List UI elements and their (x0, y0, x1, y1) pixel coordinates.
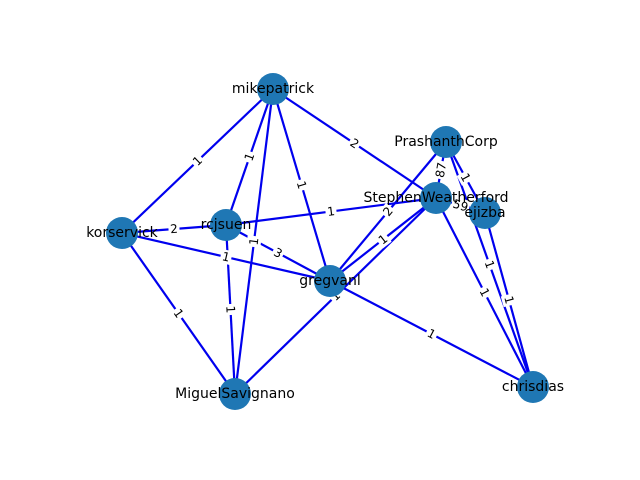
edge-label-background (269, 244, 287, 262)
edge-weight-text: 1 (482, 259, 498, 271)
edge-label-korservick-gregvanl: 1 (219, 248, 233, 266)
edge-weight-text: 1 (501, 294, 517, 305)
edge-label-rcjsuen-StephenWeatherford: 1 (324, 203, 338, 220)
edge-label-background (167, 221, 181, 237)
edge-label-gregvanl-PrashanthCorp: 2 (379, 202, 397, 221)
node-MiguelSavignano (219, 378, 251, 410)
edge-label-StephenWeatherford-ejizba: 59 (449, 196, 472, 215)
edge-label-background (246, 235, 262, 248)
edge-weight-text: 1 (223, 305, 237, 313)
edge-label-gregvanl-StephenWeatherford: 1 (374, 230, 392, 249)
edge-label-mikepatrick-gregvanl: 1 (293, 177, 310, 193)
edge-label-background (241, 149, 258, 165)
node-label-rcjsuen: rcjsuen (201, 217, 252, 233)
edge-weight-text: 2 (170, 222, 179, 237)
edge-label-background (449, 196, 472, 215)
edge-label-mikepatrick-korservick: 1 (188, 152, 207, 170)
edge-weight-text: 1 (326, 204, 335, 219)
node-label-korservick: korservick (86, 225, 158, 241)
node-gregvanl (314, 265, 346, 297)
edge-label-gregvanl-chrisdias: 1 (423, 325, 440, 343)
edge-weight-text: 59 (451, 197, 470, 215)
edge-label-background (223, 303, 238, 316)
edge-label-PrashanthCorp-ejizba: 1 (456, 169, 475, 186)
edge-label-background (188, 152, 207, 170)
node-rcjsuen (210, 209, 242, 241)
edge-label-background (456, 169, 475, 186)
edge-weight-text: 1 (221, 249, 232, 264)
edge-labels-layer: 11112211311211187115911 (167, 134, 518, 343)
node-label-mikepatrick: mikepatrick (232, 81, 315, 97)
edge-label-mikepatrick-rcjsuen: 1 (241, 149, 258, 165)
edge-label-background (219, 248, 233, 266)
edge-weight-text: 87 (433, 161, 449, 179)
node-label-MiguelSavignano: MiguelSavignano (175, 386, 295, 402)
node-label-chrisdias: chrisdias (502, 379, 564, 395)
edge-label-background (432, 159, 450, 181)
edge-label-rcjsuen-MiguelSavignano: 1 (223, 303, 238, 316)
edge-weight-text: 1 (294, 179, 310, 190)
edge-label-background (379, 202, 397, 221)
node-labels-layer: mikepatrick korservick rcjsuen gregvanl Migu… (86, 81, 564, 402)
edge-label-background (423, 325, 440, 343)
edge-weight-text: 1 (247, 237, 262, 246)
edge-label-background (481, 256, 498, 273)
node-mikepatrick (257, 73, 289, 105)
node-korservick (106, 217, 138, 249)
node-label-PrashanthCorp: PrashanthCorp (394, 134, 498, 150)
node-PrashanthCorp (430, 126, 462, 158)
edge-label-background (500, 292, 518, 308)
edge-label-PrashanthCorp-chrisdias: 1 (481, 256, 498, 273)
edge-label-ejizba-chrisdias: 1 (500, 292, 518, 308)
node-StephenWeatherford (420, 182, 452, 214)
edge-label-mikepatrick-StephenWeatherford: 2 (346, 134, 363, 153)
node-label-StephenWeatherford: StephenWeatherford (363, 190, 508, 206)
edge-label-korservick-MiguelSavignano: 1 (169, 304, 188, 323)
node-ejizba (469, 197, 501, 229)
edge-label-background (169, 304, 188, 323)
edge-label-background (324, 203, 338, 220)
edge-label-background (475, 284, 494, 301)
edge-label-background (293, 177, 310, 193)
edge-label-background (374, 230, 392, 249)
node-label-gregvanl: gregvanl (299, 273, 360, 289)
edge-label-rcjsuen-gregvanl: 3 (269, 244, 287, 262)
nodes-layer (106, 73, 549, 410)
edge-label-PrashanthCorp-StephenWeatherford: 87 (432, 159, 450, 181)
edge-label-mikepatrick-MiguelSavignano: 1 (246, 235, 262, 248)
node-chrisdias (517, 371, 549, 403)
edge-label-background (346, 134, 363, 153)
edge-weight-text: 1 (242, 151, 258, 163)
edge-label-StephenWeatherford-chrisdias: 1 (475, 284, 494, 301)
edge-label-korservick-rcjsuen: 2 (167, 221, 181, 237)
node-label-ejizba: ejizba (464, 205, 505, 221)
